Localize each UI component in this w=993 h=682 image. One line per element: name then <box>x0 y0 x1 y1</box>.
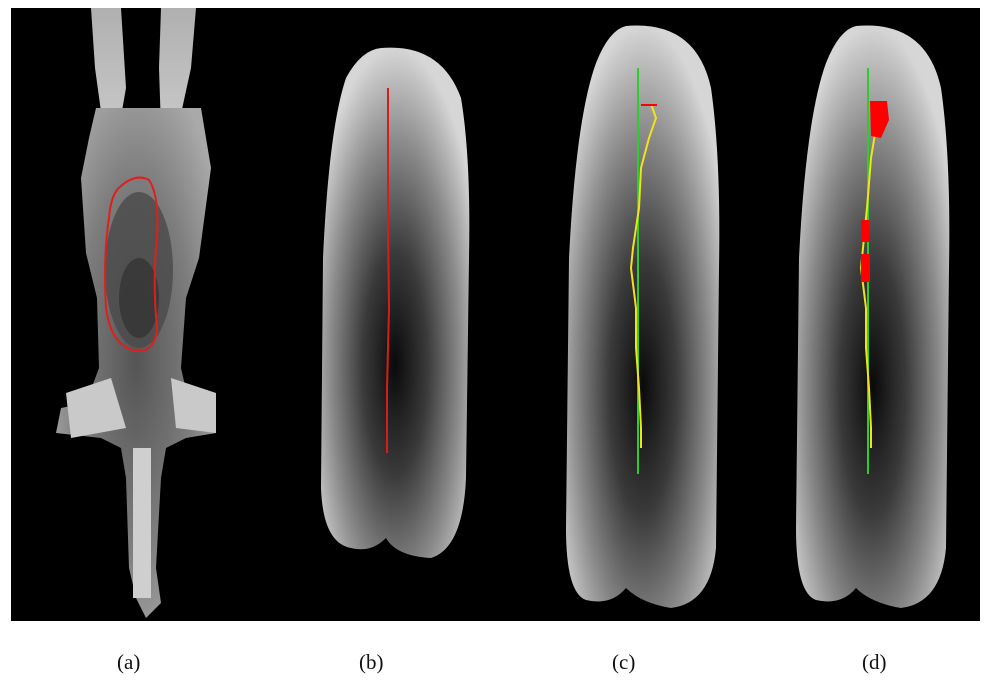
figure-svg <box>56 8 950 618</box>
yellow-deviation <box>629 103 658 448</box>
caption-c: (c) <box>612 650 636 674</box>
red-marker-mid <box>861 220 869 242</box>
caption-b: (b) <box>359 650 384 674</box>
panel-d-depth-map <box>796 25 950 609</box>
caption-a: (a) <box>117 650 141 674</box>
panel-a-depth-image <box>56 8 216 618</box>
red-line <box>386 88 391 453</box>
red-marker-low <box>861 254 870 282</box>
panel-c-depth-map <box>566 25 720 609</box>
caption-d: (d) <box>862 650 887 674</box>
image-panel <box>11 8 980 621</box>
red-marker-top <box>870 101 889 138</box>
panel-b-depth-map <box>321 47 470 558</box>
body-contour <box>104 176 159 353</box>
